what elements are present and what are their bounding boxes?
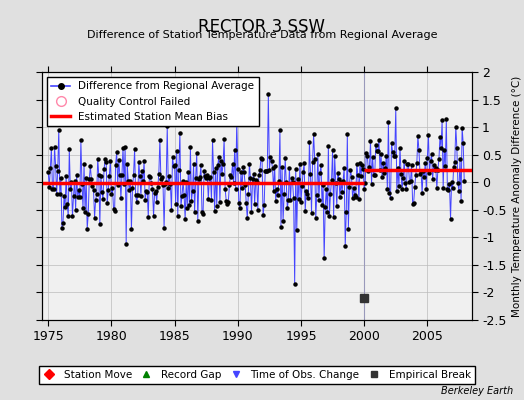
Text: Berkeley Earth: Berkeley Earth — [441, 386, 514, 396]
Y-axis label: Monthly Temperature Anomaly Difference (°C): Monthly Temperature Anomaly Difference (… — [512, 75, 522, 317]
Text: RECTOR 3 SSW: RECTOR 3 SSW — [199, 18, 325, 36]
Legend: Station Move, Record Gap, Time of Obs. Change, Empirical Break: Station Move, Record Gap, Time of Obs. C… — [39, 366, 475, 384]
Text: Difference of Station Temperature Data from Regional Average: Difference of Station Temperature Data f… — [87, 30, 437, 40]
